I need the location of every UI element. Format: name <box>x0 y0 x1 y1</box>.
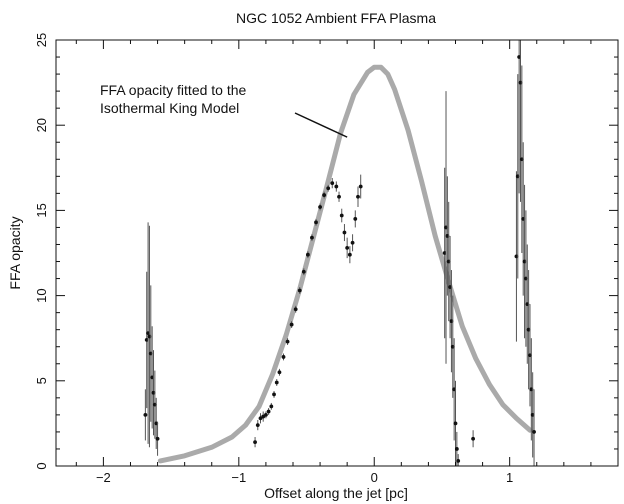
data-point <box>471 436 475 441</box>
model-curve <box>157 64 533 464</box>
data-point <box>277 370 282 375</box>
data-point <box>350 240 355 245</box>
chart-title: NGC 1052 Ambient FFA Plasma <box>236 10 436 26</box>
x-tick-label: 1 <box>506 470 513 485</box>
data-point <box>358 184 363 189</box>
data-point <box>532 430 536 434</box>
x-axis-label: Offset along the jet [pc] <box>264 485 408 501</box>
data-point <box>456 458 461 463</box>
data-point <box>266 409 271 414</box>
data-point <box>255 423 260 428</box>
data-point <box>258 416 263 421</box>
data-point <box>322 193 327 197</box>
data-point <box>353 217 358 221</box>
data-point <box>301 269 306 274</box>
y-tick-label: 15 <box>34 203 49 217</box>
annotation-arrow <box>294 112 348 138</box>
data-point <box>356 194 360 199</box>
model-annotation: FFA opacity fitted to the Isothermal Kin… <box>100 82 348 138</box>
data-point <box>143 412 148 417</box>
data-point <box>339 213 344 218</box>
data-point <box>285 339 290 344</box>
data-point <box>272 392 276 397</box>
data-point <box>269 404 274 409</box>
data-point <box>253 440 257 445</box>
y-axis-label: FFA opacity <box>7 216 23 289</box>
data-point <box>337 194 341 199</box>
x-tick-label: −1 <box>231 470 246 485</box>
data-point <box>289 322 294 327</box>
data-point <box>345 245 350 250</box>
data-point <box>314 220 318 225</box>
data-point <box>342 230 347 235</box>
y-tick-label: 20 <box>34 118 49 132</box>
annotation-line-1: FFA opacity fitted to the <box>100 82 247 98</box>
data-point <box>318 205 322 209</box>
data-point <box>330 181 335 186</box>
plot-marks <box>143 40 536 466</box>
y-tick-label: 5 <box>34 377 49 384</box>
data-point <box>334 184 339 189</box>
data-point <box>264 412 268 417</box>
plot-frame <box>55 39 619 467</box>
y-tick-label: 25 <box>34 33 49 47</box>
data-point <box>261 414 266 419</box>
y-tick-label: 0 <box>34 462 49 469</box>
annotation-line-2: Isothermal King Model <box>100 100 239 116</box>
y-tick-label: 10 <box>34 288 49 302</box>
data-point <box>274 380 279 385</box>
data-point <box>454 447 459 451</box>
data-point <box>453 421 458 426</box>
data-point <box>297 288 302 293</box>
data-point <box>281 355 286 359</box>
data-point <box>293 307 298 312</box>
data-point <box>155 436 160 441</box>
data-point <box>326 186 331 191</box>
data-point <box>305 252 310 257</box>
data-point <box>310 235 314 240</box>
data-point <box>347 252 352 257</box>
x-tick-label: −2 <box>96 470 111 485</box>
x-tick-label: 0 <box>371 470 378 485</box>
